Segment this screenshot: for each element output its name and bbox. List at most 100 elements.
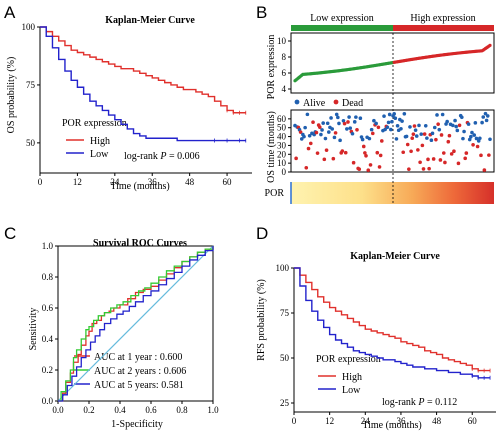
panel-b-dead-point [410, 136, 415, 140]
panel-b-dead-point [443, 160, 447, 165]
panel-b-dead-point [431, 157, 436, 161]
panel-b-dead-point [446, 139, 451, 144]
panel-b-alive-point [369, 127, 374, 132]
panel-b-alive-point [327, 130, 331, 134]
panel-b-alive-point [485, 114, 490, 118]
panel-b-bottom-y-tick-label: 40 [277, 132, 287, 142]
panel-b-dead-point [298, 130, 303, 134]
panel-b-top-frame [290, 32, 495, 94]
panel-b-alive-point [386, 120, 391, 125]
panel-b-alive-point [337, 121, 341, 126]
panel-b-top-y-tick-label: 4 [282, 84, 287, 94]
panel-b-high-label: High expression [410, 13, 475, 24]
panel-b-low-bar [291, 25, 393, 31]
panel-d-y-tick-label: 75 [280, 308, 290, 318]
panel-a-x-tick-label: 36 [148, 177, 158, 187]
panel-a-x-tick-label: 60 [223, 177, 233, 187]
panel-b-dead-point [376, 125, 381, 130]
panel-b-top-y-tick-label: 10 [277, 36, 287, 46]
panel-a-x-tick-label: 24 [110, 177, 120, 187]
panel-b-dead-point [351, 160, 356, 165]
panel-d-series-low [294, 267, 491, 379]
panel-b-dead-point [409, 149, 413, 154]
panel-b-dead-point [370, 131, 375, 136]
panel-b-dead-point [324, 148, 329, 152]
panel-b-alive-point [480, 120, 484, 125]
panel-b-dead-point [463, 156, 468, 161]
panel-b-dead-point [449, 152, 454, 156]
panel-b-alive-point [437, 127, 442, 132]
panel-b-alive-point [472, 133, 477, 137]
panel-b-alive-point [350, 131, 355, 136]
panel-b-bottom-y-tick-label: 0 [282, 167, 287, 177]
panel-c-roc-series-2 [58, 246, 214, 402]
panel-b-dead-point [441, 151, 446, 155]
panel-b-dead-point [411, 132, 416, 136]
panel-b-bottom-y-tick-label: 60 [277, 114, 287, 124]
panel-b-alive-point [481, 115, 486, 119]
panel-b-legend-alive-dot [294, 99, 300, 105]
panel-b-alive-point [389, 127, 393, 132]
panel-b-alive-point [445, 119, 449, 124]
panel-b-dead-point [340, 149, 345, 153]
panel-d-logrank: log-rank P = 0.112 [382, 397, 457, 408]
panel-c-y-tick-label: 1.0 [42, 241, 54, 251]
panel-b-alive-point [336, 115, 340, 120]
panel-b-alive-point [299, 137, 304, 141]
panel-a-xlabel: Time (months) [110, 181, 169, 192]
panel-b-alive-point [325, 121, 330, 126]
panel-b-alive-point [387, 112, 392, 117]
panel-b-alive-point [382, 114, 386, 118]
panel-b-dead-point [479, 153, 483, 158]
panel-b-alive-point [455, 128, 460, 133]
panel-b-alive-point [358, 116, 363, 120]
panel-b-dead-point [363, 151, 367, 155]
panel-c-y-tick-label: 0.4 [42, 334, 54, 344]
panel-b-alive-point [423, 124, 428, 128]
panel-b-dead-point [438, 158, 443, 162]
panel-letter-b: B [256, 3, 267, 22]
panel-b-alive-point [383, 127, 387, 132]
panel-b-legend-alive: Alive [303, 98, 326, 109]
panel-b-dead-point [447, 133, 452, 138]
panel-d-x-tick-label: 36 [396, 416, 406, 426]
panel-b-heatmap-label: POR [265, 188, 285, 199]
panel-c-x-tick-label: 0.6 [145, 405, 157, 415]
panel-b-expression-point [488, 43, 492, 48]
panel-c-plot-frame [57, 245, 214, 402]
panel-b-dead-point [294, 156, 298, 161]
panel-b-alive-point [414, 134, 419, 138]
panel-c-xlabel: 1-Specificity [111, 419, 163, 430]
panel-d-y-tick-label: 25 [280, 398, 290, 408]
panel-b-dead-point [333, 131, 338, 135]
panel-b-dead-point [308, 141, 313, 146]
panel-b-dead-point [482, 168, 487, 172]
panel-b-alive-point [330, 127, 334, 131]
panel-a-km-os: Kaplan-Meier Curve Time (months) OS prob… [6, 15, 252, 192]
panel-b-dead-point [357, 167, 362, 172]
panel-b-alive-point [408, 125, 412, 129]
panel-b-dead-point [456, 161, 461, 166]
panel-b-dead-point [471, 143, 475, 147]
panel-b-alive-point [372, 118, 376, 123]
panel-a-series-high [40, 26, 246, 114]
panel-b-alive-point [469, 134, 473, 139]
panel-d-y-tick-label: 100 [276, 263, 290, 273]
panel-b-alive-point [432, 125, 437, 130]
panel-letter-d: D [256, 224, 268, 243]
panel-b-alive-point [451, 123, 455, 128]
panel-b-dead-point [436, 122, 440, 126]
panel-b-risk-plot: Low expression High expression POR expre… [265, 13, 495, 205]
panel-b-alive-point [302, 134, 306, 139]
panel-b-dead-point [322, 157, 327, 162]
panel-b-dead-point [375, 150, 380, 155]
panel-b-alive-point [393, 116, 398, 121]
panel-b-dead-point [422, 132, 427, 136]
panel-b-dead-point [331, 156, 336, 161]
panel-b-alive-point [360, 137, 365, 142]
panel-b-alive-point [319, 132, 323, 137]
panel-b-alive-point [385, 125, 390, 130]
panel-b-dead-point [311, 120, 315, 125]
panel-d-km-rfs: Kaplan-Meier Curve Time (months) RFS pro… [256, 251, 496, 431]
panel-b-dead-point [464, 151, 469, 155]
